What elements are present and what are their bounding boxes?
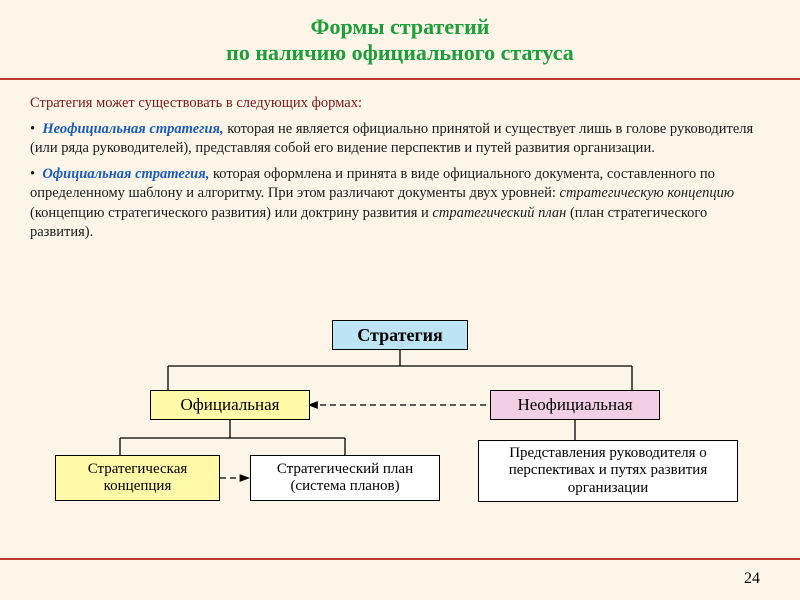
divider-bottom bbox=[0, 558, 800, 560]
node-plan: Стратегический план (система планов) bbox=[250, 455, 440, 501]
node-vision: Представления руководителя о перспектива… bbox=[478, 440, 738, 502]
intro-text: Стратегия может существовать в следующих… bbox=[30, 94, 770, 114]
bullet-2-lead: Официальная стратегия, bbox=[42, 166, 209, 182]
bullet-2-em1: стратегическую концепцию bbox=[560, 185, 735, 201]
body-text: Стратегия может существовать в следующих… bbox=[0, 80, 800, 243]
hierarchy-diagram: Стратегия Официальная Неофициальная Стратег… bbox=[0, 320, 800, 580]
title-line-1: Формы стратегий bbox=[0, 14, 800, 40]
node-unoff: Неофициальная bbox=[490, 390, 660, 420]
node-official: Официальная bbox=[150, 390, 310, 420]
bullet-2-em2: стратегический план bbox=[432, 205, 566, 221]
page-number: 24 bbox=[744, 570, 760, 588]
bullet-1: • Неофициальная стратегия, которая не яв… bbox=[30, 120, 770, 159]
node-concept: Стратегическая концепция bbox=[55, 455, 220, 501]
bullet-1-lead: Неофициальная стратегия, bbox=[42, 121, 223, 137]
bullet-2-b: (концепцию стратегического развития) или… bbox=[30, 205, 432, 221]
bullet-2: • Официальная стратегия, которая оформле… bbox=[30, 165, 770, 243]
node-root: Стратегия bbox=[332, 320, 468, 350]
title-line-2: по наличию официального статуса bbox=[0, 40, 800, 66]
